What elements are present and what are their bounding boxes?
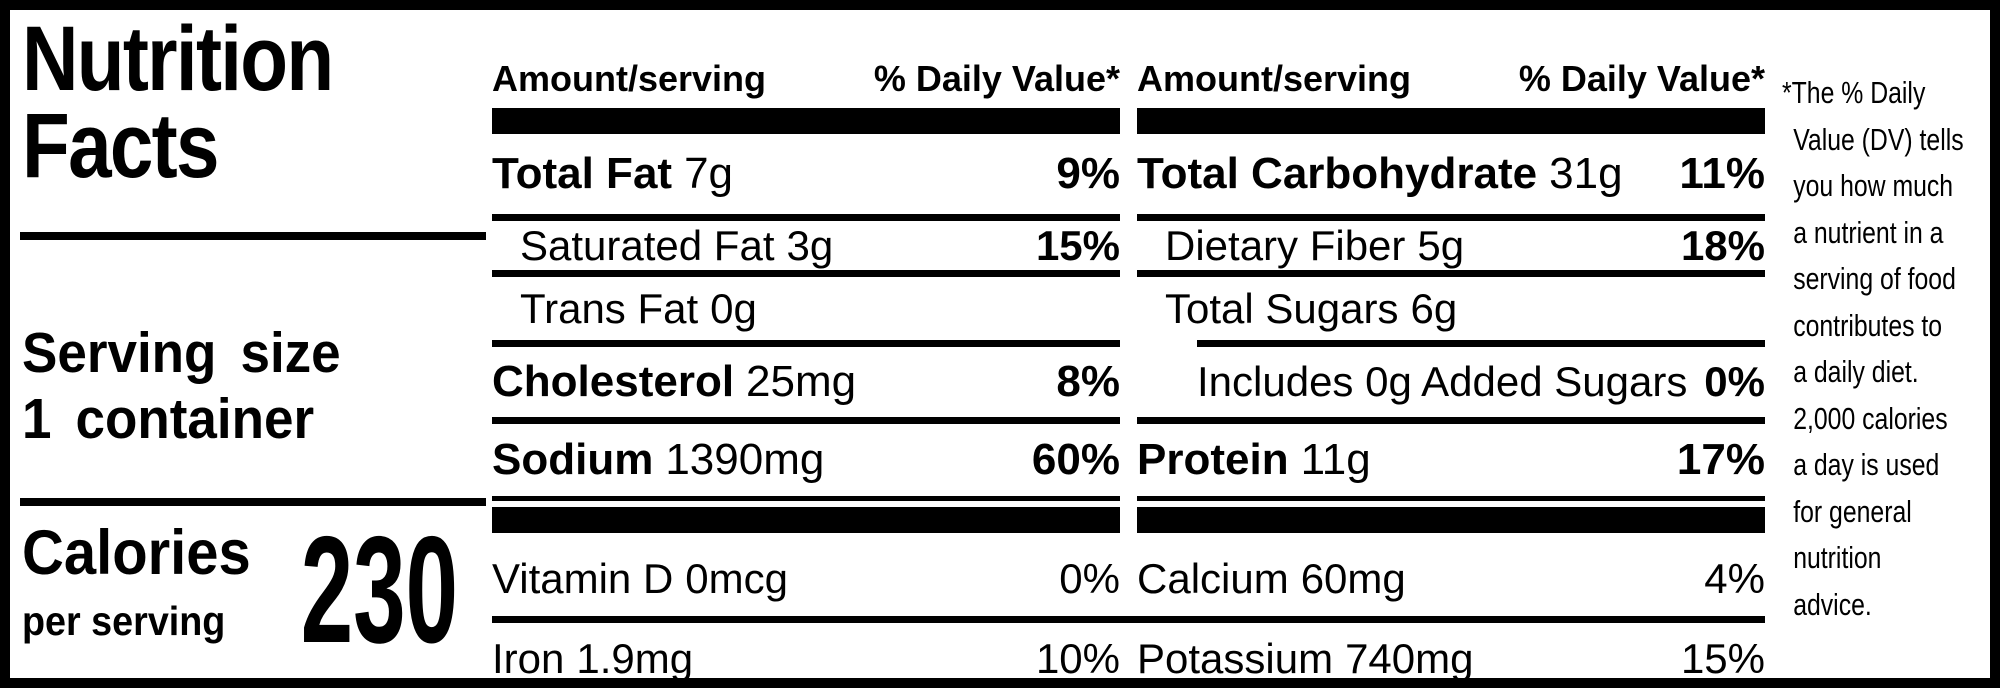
title-line-1: Nutrition <box>22 8 334 110</box>
nutrient-amount: 1390mg <box>665 435 825 484</box>
nutrient-dv: 11% <box>1679 149 1765 198</box>
nutrient-name: Dietary Fiber <box>1165 221 1406 269</box>
spacer <box>1137 624 1765 631</box>
row-divider-rule-indented <box>1197 340 1765 347</box>
row-calcium: Calcium 60mg 4% <box>1137 533 1765 624</box>
nutrient-amount: 740mg <box>1345 634 1474 682</box>
nutrient-dv: 9% <box>1056 149 1120 198</box>
nutrient-name: Vitamin D <box>492 554 674 602</box>
nutrient-amount: 60mg <box>1300 554 1406 602</box>
daily-value-header: % Daily Value* <box>1518 58 1765 99</box>
daily-value-header: % Daily Value* <box>873 58 1120 99</box>
section-bar <box>1137 507 1765 533</box>
nutrient-name: Trans Fat <box>520 284 699 332</box>
calories-value: 230 <box>300 505 458 675</box>
nutrient-name: Total Fat <box>492 149 673 198</box>
spacer <box>492 624 1120 631</box>
title-divider-rule <box>20 232 486 240</box>
row-dietary-fiber: Dietary Fiber 5g 18% <box>1137 221 1765 270</box>
nutrient-dv: 15% <box>1680 634 1765 682</box>
header-bar <box>492 108 1120 134</box>
row-total-fat: Total Fat 7g 9% <box>492 134 1120 214</box>
nutrient-dv: 10% <box>1035 634 1120 682</box>
row-total-sugars: Total Sugars 6g <box>1137 277 1765 340</box>
nutrient-dv: 60% <box>1031 435 1120 484</box>
row-trans-fat: Trans Fat 0g <box>492 277 1120 340</box>
column-header: Amount/serving % Daily Value* <box>492 10 1120 108</box>
nutrient-column-left: Amount/serving % Daily Value* Total Fat 7… <box>492 10 1120 686</box>
daily-value-footnote: *The % Daily Value (DV) tells you how mu… <box>1782 75 1964 622</box>
row-divider-rule <box>1137 214 1765 221</box>
row-divider-rule <box>492 270 1120 277</box>
row-divider-rule <box>1137 496 1765 501</box>
nutrient-column-right: Amount/serving % Daily Value* Total Carb… <box>1137 10 1765 686</box>
nutrient-dv: 0% <box>1704 358 1765 405</box>
nutrient-name: Potassium <box>1137 634 1334 682</box>
amount-per-serving-header: Amount/serving <box>492 58 767 99</box>
nutrient-amount: 11g <box>1300 435 1371 484</box>
row-total-carbohydrate: Total Carbohydrate 31g 11% <box>1137 134 1765 214</box>
serving-divider-rule <box>20 498 486 506</box>
nutrient-dv: 17% <box>1676 435 1765 484</box>
nutrient-name: Iron <box>492 634 565 682</box>
serving-size-block: Serving size 1 container <box>22 320 341 452</box>
nutrient-name: Sodium <box>492 435 654 484</box>
row-vitamin-d: Vitamin D 0mcg 0% <box>492 533 1120 624</box>
nutrition-facts-title: Nutrition Facts <box>22 8 334 198</box>
micronutrient-divider-rule <box>492 616 1765 623</box>
row-divider-rule <box>492 340 1120 347</box>
row-sodium: Sodium 1390mg 60% <box>492 424 1120 496</box>
nutrient-name: Protein <box>1137 435 1289 484</box>
nutrient-dv: 4% <box>1704 554 1765 602</box>
nutrient-amount: 6g <box>1410 284 1458 332</box>
row-divider-rule <box>492 496 1120 501</box>
nutrient-name: Total Sugars <box>1165 284 1399 332</box>
row-divider-rule <box>1137 417 1765 424</box>
row-potassium: Potassium 740mg 15% <box>1137 631 1765 686</box>
nutrient-amount: 0mcg <box>685 554 788 602</box>
nutrient-name: Saturated Fat <box>520 221 775 269</box>
calories-sublabel: per serving <box>22 598 226 644</box>
nutrient-name: Total Carbohydrate <box>1137 149 1538 198</box>
nutrient-amount: 3g <box>786 221 834 269</box>
nutrient-amount: 0g <box>710 284 757 332</box>
nutrient-name: Cholesterol <box>492 357 735 406</box>
nutrient-dv: 8% <box>1056 357 1120 406</box>
nutrient-amount: 25mg <box>746 357 857 406</box>
row-iron: Iron 1.9mg 10% <box>492 631 1120 686</box>
row-divider-rule <box>1137 270 1765 277</box>
nutrient-name: Calcium <box>1137 554 1289 602</box>
row-added-sugars: Includes 0g Added Sugars 0% <box>1137 347 1765 417</box>
nutrient-amount: 1.9mg <box>576 634 694 682</box>
row-divider-rule <box>492 214 1120 221</box>
serving-size-label: Serving size <box>22 321 341 385</box>
row-divider-rule <box>492 417 1120 424</box>
nutrient-dv: 15% <box>1035 221 1120 269</box>
serving-size-value: 1 container <box>22 387 315 452</box>
nutrient-dv: 0% <box>1059 554 1120 602</box>
row-cholesterol: Cholesterol 25mg 8% <box>492 347 1120 417</box>
section-bar <box>492 507 1120 533</box>
nutrient-amount: 5g <box>1417 221 1465 269</box>
header-bar <box>1137 108 1765 134</box>
amount-per-serving-header: Amount/serving <box>1137 58 1412 99</box>
nutrient-name: Includes 0g Added Sugars <box>1197 358 1688 405</box>
row-protein: Protein 11g 17% <box>1137 424 1765 496</box>
nutrient-amount: 31g <box>1549 149 1623 198</box>
nutrient-dv: 18% <box>1680 221 1765 269</box>
calories-label: Calories <box>22 518 251 588</box>
title-line-2: Facts <box>22 95 219 198</box>
row-saturated-fat: Saturated Fat 3g 15% <box>492 221 1120 270</box>
nutrient-amount: 7g <box>684 149 734 198</box>
column-header: Amount/serving % Daily Value* <box>1137 10 1765 108</box>
calories-block: Calories per serving <box>22 522 251 642</box>
